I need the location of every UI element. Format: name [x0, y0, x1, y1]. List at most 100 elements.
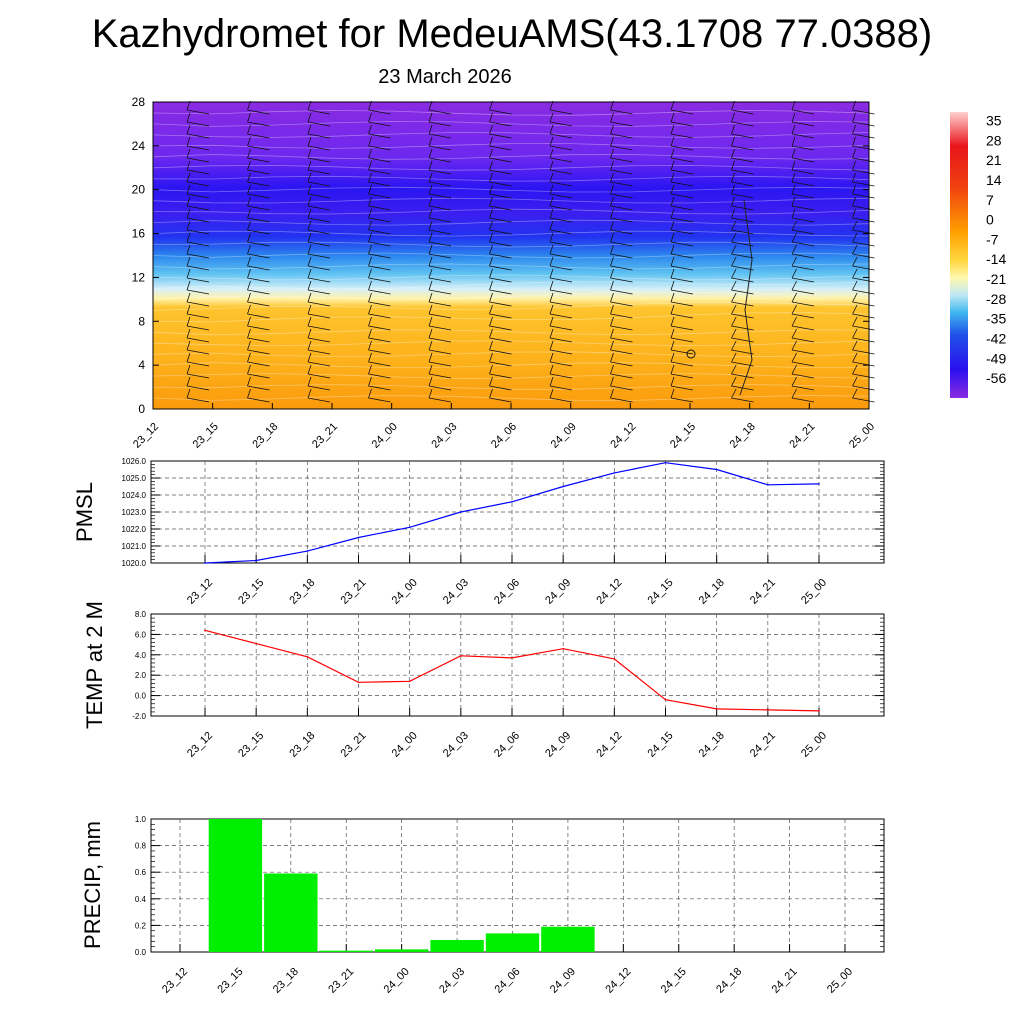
- wind-barb: [368, 196, 391, 211]
- data-point: [613, 658, 616, 660]
- wind-barb: [489, 256, 512, 271]
- x-tick-label: 24_12: [603, 966, 633, 996]
- wind-barb: [186, 148, 210, 163]
- wind-barb: [852, 208, 875, 223]
- colorbar-label: 35: [986, 112, 1002, 128]
- data-point: [204, 562, 206, 564]
- wind-barb: [307, 220, 331, 235]
- data-point: [306, 550, 309, 552]
- wind-barb: [307, 256, 331, 271]
- wind-barb: [670, 244, 694, 259]
- wind-barb: [368, 148, 391, 163]
- wind-barb: [610, 388, 633, 403]
- wind-barb: [489, 148, 512, 163]
- wind-barb: [186, 220, 210, 235]
- wind-barb: [247, 244, 270, 259]
- wind-barb: [368, 316, 391, 331]
- wind-barb: [852, 172, 875, 187]
- wind-barb: [731, 256, 754, 271]
- wind-barb: [731, 148, 754, 163]
- wind-barb: [428, 304, 452, 319]
- x-tick-label: 23_12: [185, 577, 215, 607]
- contour-line: [152, 281, 870, 290]
- wind-barb: [368, 172, 391, 187]
- contour-line: [152, 186, 870, 193]
- contour-line: [152, 351, 870, 358]
- precip-bar: [430, 940, 484, 952]
- vertical-profile-chart: 0 4 8 12 16 20 24 28 23_12 23_15 23_18 23_21 24_00 24…: [131, 95, 877, 451]
- wind-barb: [186, 124, 210, 139]
- contour-line: [152, 384, 870, 390]
- wind-barb: [428, 316, 452, 331]
- wind-barb: [368, 256, 391, 271]
- wind-barb: [731, 172, 754, 187]
- y-tick-label: 6.0: [135, 630, 147, 639]
- wind-barb: [670, 304, 694, 319]
- wind-barb: [549, 316, 573, 331]
- wind-barb: [549, 364, 573, 379]
- chart-subtitle: 23 March 2026: [378, 66, 512, 88]
- y-tick-label: 0.8: [135, 842, 147, 851]
- y-tick-label: 1021.0: [122, 542, 147, 551]
- wind-barb: [247, 208, 270, 223]
- wind-barb: [186, 364, 210, 379]
- x-tick-label: 24_03: [437, 966, 467, 996]
- wind-barb: [852, 196, 875, 211]
- wind-barb: [247, 304, 270, 319]
- wind-barb: [368, 184, 391, 199]
- x-tick-label: 24_18: [714, 966, 744, 996]
- wind-barb: [489, 364, 512, 379]
- wind-barb: [670, 280, 694, 295]
- x-tick-label: 24_06: [492, 577, 522, 607]
- wind-barb: [549, 244, 573, 259]
- contour-line: [152, 263, 870, 270]
- x-tick-label: 23_15: [215, 966, 245, 996]
- x-tick-label: 24_09: [543, 730, 573, 760]
- data-point: [357, 536, 360, 539]
- wind-barb: [791, 352, 815, 367]
- data-point: [715, 468, 718, 471]
- wind-barb: [247, 196, 270, 211]
- precip-bar: [374, 949, 429, 952]
- y-tick-label: 0.0: [135, 692, 147, 701]
- x-tick-label: 23_18: [271, 966, 301, 996]
- x-tick-label: 25_00: [799, 577, 829, 607]
- x-tick-label: 24_15: [646, 730, 676, 760]
- wind-barb: [731, 112, 754, 127]
- wind-barb: [489, 208, 512, 223]
- wind-barb: [610, 244, 633, 259]
- wind-barb: [247, 136, 270, 151]
- wind-barb: [247, 388, 270, 403]
- wind-barb: [489, 292, 512, 307]
- wind-barb: [368, 352, 391, 367]
- wind-barb: [186, 256, 210, 271]
- wind-barb: [791, 304, 815, 319]
- wind-barb: [610, 196, 633, 211]
- wind-barb: [791, 136, 815, 151]
- y-tick-label: 16: [132, 227, 146, 241]
- wind-barb: [791, 328, 815, 343]
- wind-barb: [428, 292, 452, 307]
- x-tick-label: 24_03: [441, 730, 471, 760]
- y-tick-label: -2.0: [132, 712, 146, 721]
- y-tick-label: 24: [132, 139, 146, 153]
- pmsl-chart: 1026.0 1025.0 1024.0 1023.0 1022.0 1021.0 1020…: [72, 457, 885, 607]
- data-point: [613, 472, 616, 474]
- chart-title: Kazhydromet for MedeuAMS(43.1708 77.0388…: [91, 12, 933, 56]
- wind-barb: [368, 124, 391, 139]
- x-tick-label: 24_06: [489, 421, 519, 451]
- wind-barb: [610, 112, 633, 127]
- wind-barb: [852, 148, 875, 163]
- wind-barb: [247, 148, 270, 163]
- x-tick-label: 23_15: [236, 730, 266, 760]
- wind-barb: [428, 244, 452, 259]
- x-tick-label: 25_00: [825, 966, 855, 996]
- data-point: [255, 559, 257, 562]
- wind-barb: [549, 196, 573, 211]
- x-tick-label: 24_12: [594, 730, 624, 760]
- wind-barb: [670, 328, 694, 343]
- x-tick-label: 24_09: [549, 421, 579, 451]
- wind-barb: [307, 280, 331, 295]
- wind-barb: [610, 364, 633, 379]
- wind-barb: [428, 376, 452, 391]
